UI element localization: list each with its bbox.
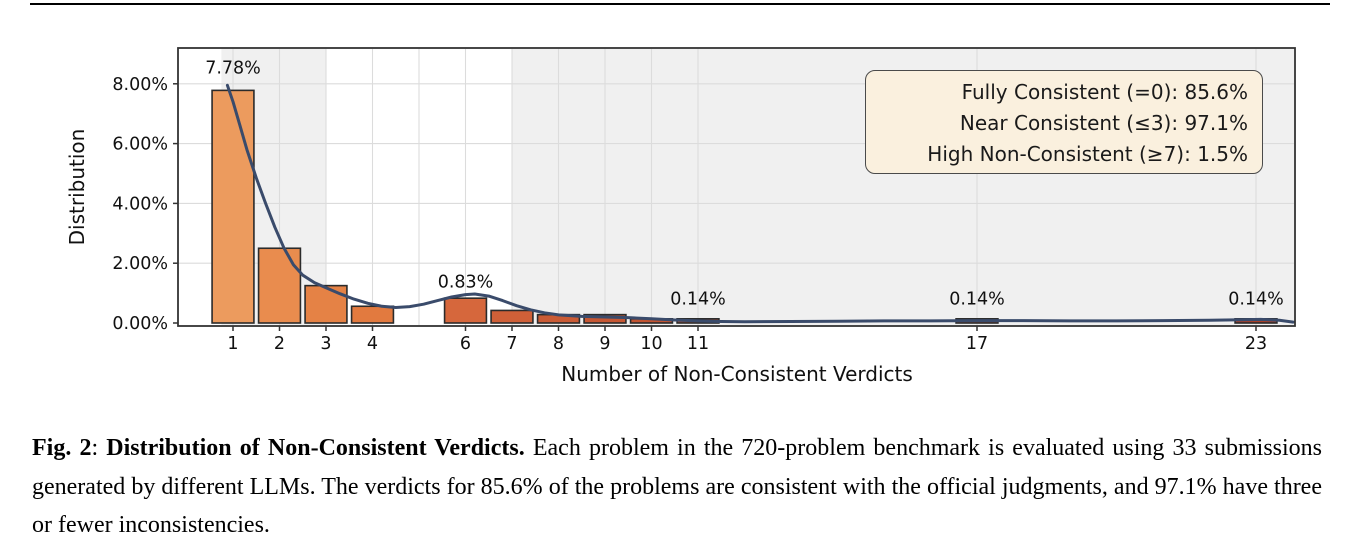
x-tick-label: 23 xyxy=(1245,334,1267,354)
axis-ticks: 1 2 3 4 6 7 8 9 10 11 17 230.00%2.00%4.00%6.00%8.00… xyxy=(112,75,1267,354)
y-tick-label: 8.00% xyxy=(112,75,168,95)
bar-x6 xyxy=(443,297,488,324)
plot-border xyxy=(177,47,1296,327)
value-annotation: 7.78% xyxy=(205,58,261,78)
x-tick-label: 3 xyxy=(320,334,331,354)
caption-separator: : xyxy=(91,435,107,461)
x-tick-label: 17 xyxy=(966,334,988,354)
caption-title: Distribution of Non-Consistent Verdicts. xyxy=(106,435,525,461)
top-rule xyxy=(30,3,1330,5)
y-tick-label: 2.00% xyxy=(112,254,168,274)
figure-caption: Fig. 2: Distribution of Non-Consistent V… xyxy=(32,429,1322,544)
value-annotations: 7.78% 0.83% 0.14% 0.14% 0.14% xyxy=(205,58,1284,309)
x-tick-label: 10 xyxy=(640,334,662,354)
x-tick-label: 7 xyxy=(506,334,517,354)
legend-item-high-non-consistent: High Non-Consistent (≥7): 1.5% xyxy=(927,142,1248,166)
value-annotation: 0.83% xyxy=(438,273,494,293)
value-annotation: 0.14% xyxy=(949,289,1005,309)
bar-x2 xyxy=(257,247,302,324)
x-tick-label: 6 xyxy=(460,334,471,354)
x-tick-label: 1 xyxy=(227,334,238,354)
legend-box: Fully Consistent (=0): 85.6% Near Consis… xyxy=(865,70,1263,174)
distribution-chart: 1 2 3 4 6 7 8 9 10 11 17 230.00%2.00%4.00%6.00%8.00… xyxy=(112,47,1296,354)
x-tick-label: 11 xyxy=(687,334,709,354)
caption-fig-label: Fig. 2 xyxy=(32,435,92,461)
value-annotation: 0.14% xyxy=(1228,289,1284,309)
x-tick-label: 9 xyxy=(599,334,610,354)
caption-body: Each problem in the 720-problem benchmar… xyxy=(32,435,1323,538)
bar-x4 xyxy=(350,305,395,324)
y-tick-label: 0.00% xyxy=(112,314,168,334)
bar-x7 xyxy=(490,309,534,324)
bars xyxy=(211,89,1278,324)
legend-item-near-consistent: Near Consistent (≤3): 97.1% xyxy=(959,111,1248,135)
y-tick-label: 4.00% xyxy=(112,194,168,214)
x-axis-label: Number of Non-Consistent Verdicts xyxy=(561,362,913,386)
bar-x1 xyxy=(211,89,255,324)
y-axis-label: Distribution xyxy=(65,128,89,246)
value-annotation: 0.14% xyxy=(670,289,726,309)
x-tick-label: 8 xyxy=(553,334,564,354)
y-tick-label: 6.00% xyxy=(112,135,168,155)
kde-line xyxy=(225,83,1295,324)
legend-item-fully-consistent: Fully Consistent (=0): 85.6% xyxy=(961,80,1248,104)
x-tick-label: 4 xyxy=(367,334,378,354)
x-tick-label: 2 xyxy=(274,334,285,354)
kde-curve xyxy=(225,83,1295,324)
bar-x3 xyxy=(304,284,348,324)
